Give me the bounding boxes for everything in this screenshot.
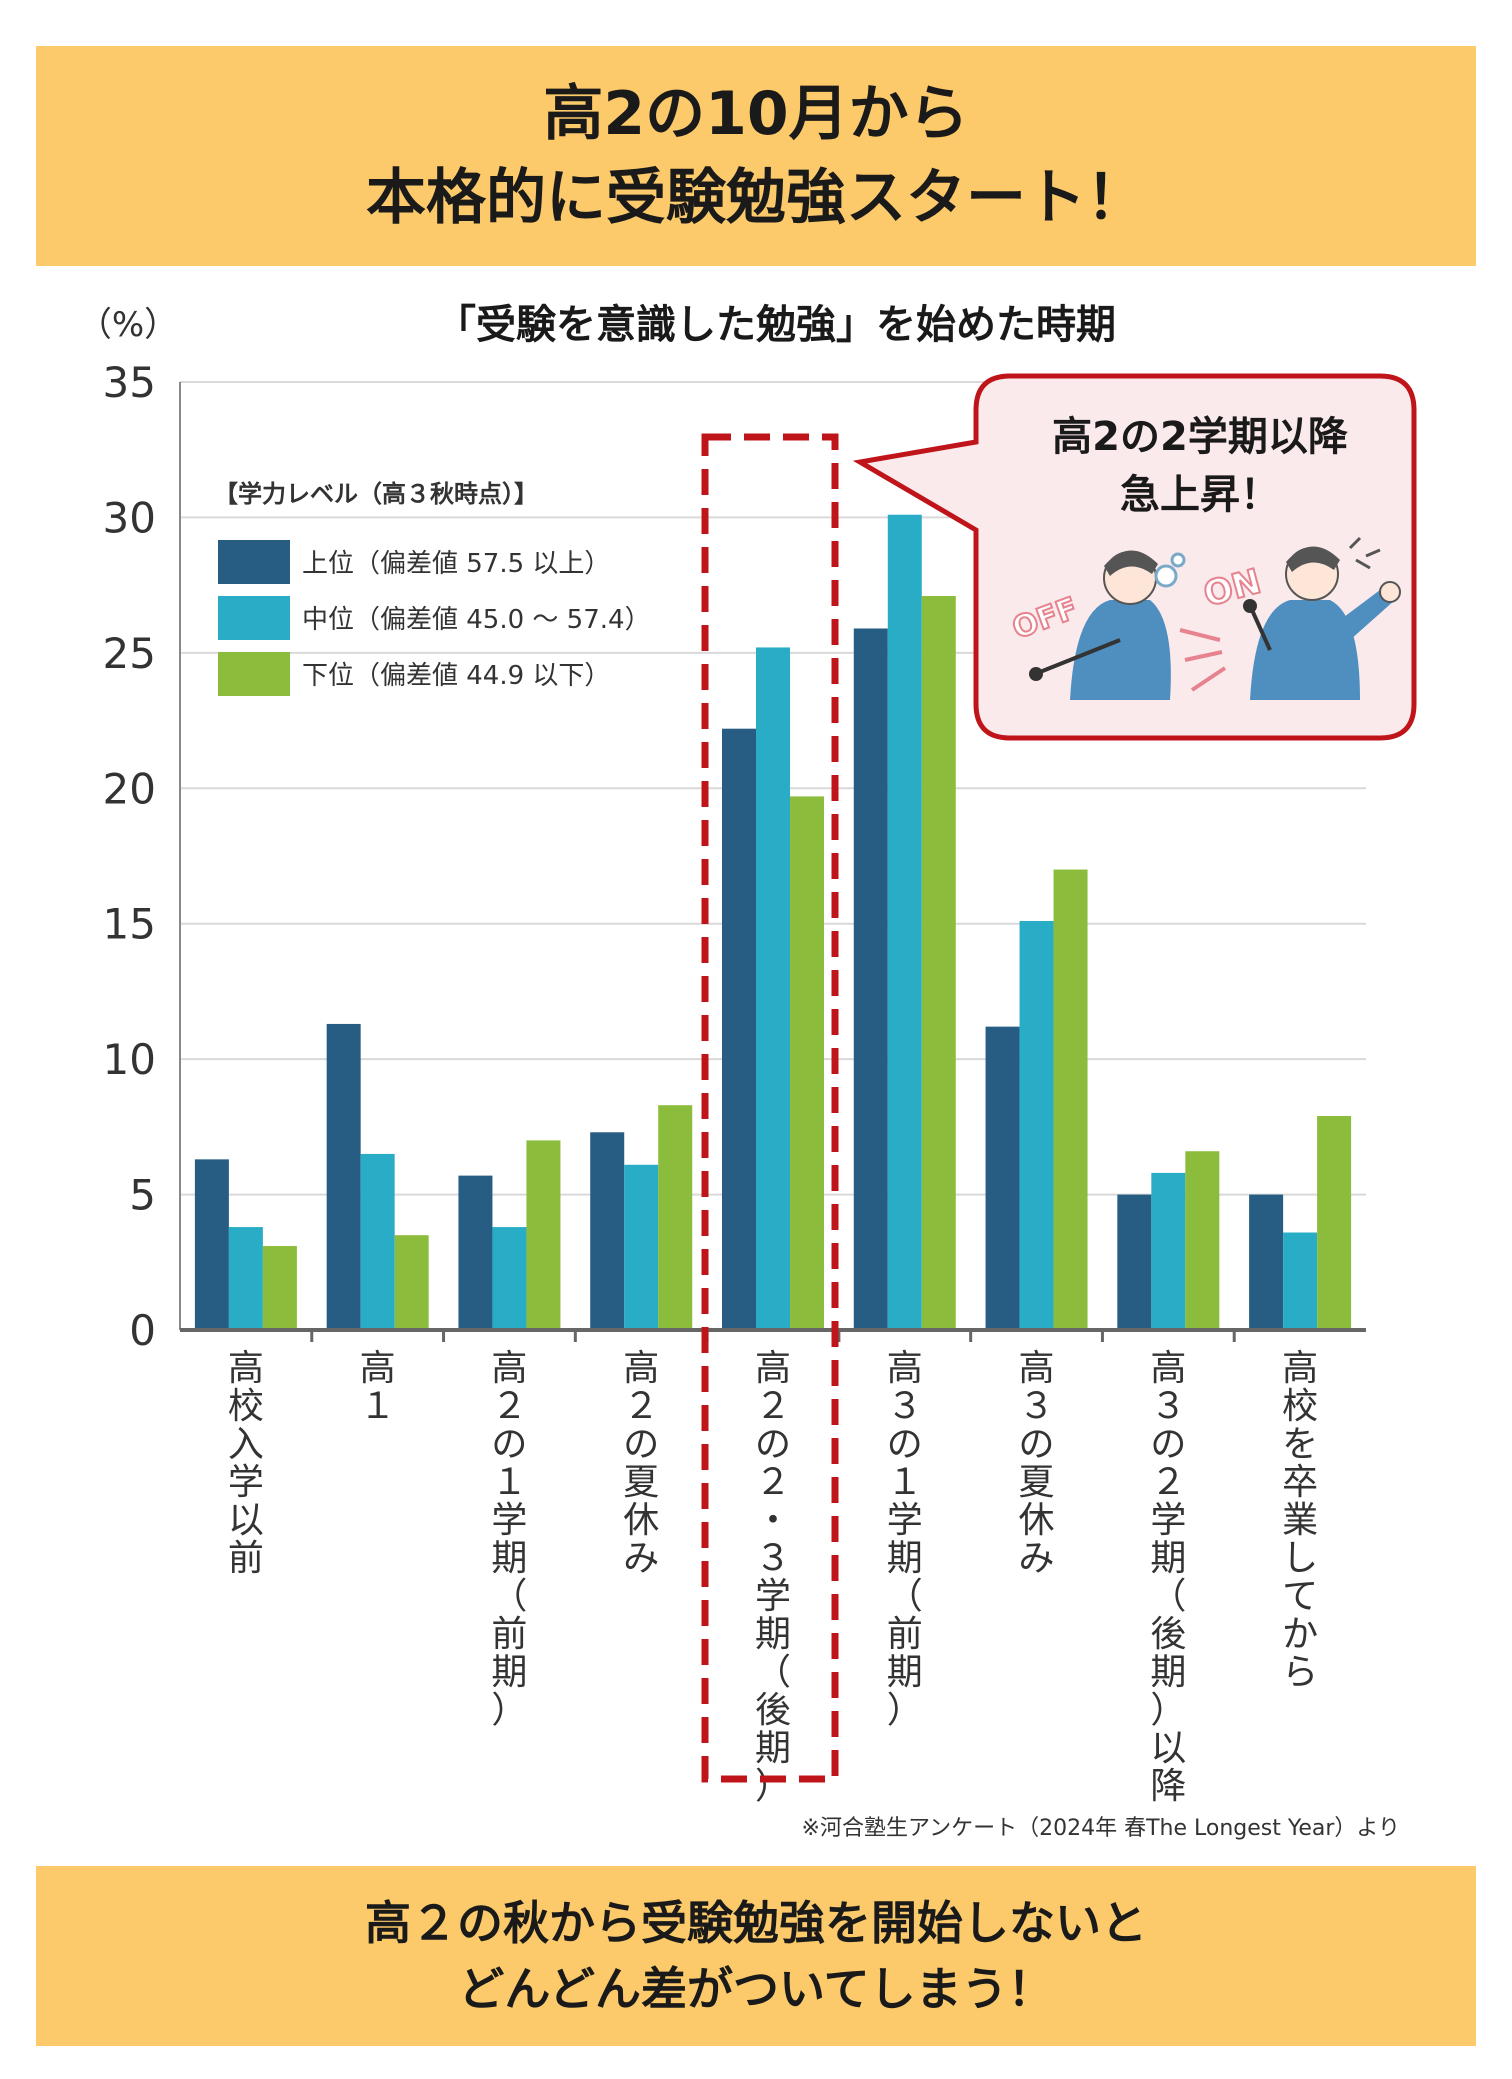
bar bbox=[1117, 1194, 1152, 1330]
callout-line-2: 急上昇！ bbox=[1120, 472, 1280, 518]
bar bbox=[722, 728, 756, 1330]
y-tick-label: 5 bbox=[129, 1171, 156, 1220]
y-tick-label: 20 bbox=[103, 764, 156, 813]
bar bbox=[360, 1153, 395, 1330]
bar bbox=[590, 1132, 625, 1330]
bar-chart: 「受験を意識した勉強」を始めた時期 （%） 0 5 10 15 20 25 30 35 高校入… bbox=[78, 302, 1417, 1807]
legend-label-lower: 下位（偏差値 44.9 以下） bbox=[302, 661, 610, 691]
y-tick-label: 30 bbox=[103, 493, 156, 542]
y-tick-label: 0 bbox=[129, 1306, 156, 1355]
chart-title: 「受験を意識した勉強」を始めた時期 bbox=[436, 302, 1116, 348]
on-person-illustration: ON bbox=[1179, 536, 1401, 700]
bar bbox=[262, 1246, 297, 1330]
legend-label-upper: 上位（偏差値 57.5 以上） bbox=[302, 549, 610, 579]
bar bbox=[756, 647, 790, 1330]
bar bbox=[526, 1140, 561, 1330]
bar bbox=[1249, 1194, 1284, 1330]
legend-label-middle: 中位（偏差値 45.0 〜 57.4） bbox=[302, 605, 651, 635]
x-tick-label: 高２の２・３学期（後期） bbox=[755, 1348, 791, 1807]
bar bbox=[1283, 1232, 1318, 1330]
bar bbox=[194, 1159, 229, 1330]
x-tick-label: 高２の１学期（前期） bbox=[491, 1348, 527, 1731]
bars bbox=[194, 514, 1352, 1330]
header-line-1: 高2の10月から bbox=[543, 79, 969, 149]
y-axis-unit: （%） bbox=[78, 305, 178, 345]
source-note: ※河合塾生アンケート（2024年 春The Longest Year）より bbox=[801, 1816, 1400, 1841]
bar bbox=[853, 628, 888, 1330]
x-tick-label: 高校入学以前 bbox=[228, 1348, 264, 1579]
x-tick-label: 高１ bbox=[360, 1348, 396, 1427]
bar bbox=[887, 514, 922, 1330]
bar bbox=[1151, 1172, 1186, 1330]
footer-line-2: どんどん差がついてしまう！ bbox=[458, 1962, 1054, 2016]
header-line-2: 本格的に受験勉強スタート！ bbox=[366, 163, 1146, 233]
x-tick-label: 高３の夏休み bbox=[1019, 1348, 1055, 1579]
callout-bubble: OFF ON bbox=[852, 373, 1417, 741]
bar bbox=[1019, 921, 1054, 1330]
bar bbox=[985, 1026, 1020, 1330]
bar bbox=[790, 796, 824, 1330]
bar bbox=[1185, 1151, 1220, 1330]
y-tick-label: 35 bbox=[103, 358, 156, 407]
y-tick-label: 25 bbox=[103, 629, 156, 678]
y-tick-label: 15 bbox=[103, 900, 156, 949]
bar bbox=[326, 1023, 361, 1330]
bar bbox=[492, 1227, 527, 1330]
x-tick-label: 高３の２学期（後期）以降 bbox=[1150, 1348, 1186, 1807]
axes: 0 5 10 15 20 25 30 35 bbox=[103, 358, 1366, 1355]
x-tick-labels: 高校入学以前 高１ 高２の１学期（前期） 高２の夏休み 高２の２・３学期（後期） 高３の１… bbox=[228, 1348, 1318, 1807]
bar bbox=[228, 1227, 263, 1330]
legend-swatch-upper bbox=[218, 540, 290, 584]
bar bbox=[1053, 869, 1088, 1330]
bar bbox=[394, 1235, 429, 1330]
bar bbox=[921, 595, 956, 1330]
header-banner: 高2の10月から 本格的に受験勉強スタート！ bbox=[36, 46, 1476, 266]
bar bbox=[658, 1105, 693, 1330]
x-tick-label: 高校を卒業してから bbox=[1282, 1348, 1318, 1693]
x-tick-label: 高３の１学期（前期） bbox=[887, 1348, 923, 1731]
highlight-box bbox=[701, 433, 839, 1783]
x-tick-label: 高２の夏休み bbox=[623, 1348, 659, 1579]
bar bbox=[1317, 1116, 1352, 1330]
legend-title: 【学力レベル（高３秋時点）】 bbox=[214, 480, 538, 508]
legend: 【学力レベル（高３秋時点）】 上位（偏差値 57.5 以上） 中位（偏差値 45… bbox=[214, 480, 651, 696]
bar bbox=[458, 1175, 493, 1330]
footer-banner: 高２の秋から受験勉強を開始しないと どんどん差がついてしまう！ bbox=[36, 1866, 1476, 2046]
callout-line-1: 高2の2学期以降 bbox=[1052, 414, 1348, 460]
bar bbox=[624, 1164, 659, 1330]
legend-swatch-middle bbox=[218, 596, 290, 640]
footer-line-1: 高２の秋から受験勉強を開始しないと bbox=[365, 1896, 1147, 1950]
legend-swatch-lower bbox=[218, 652, 290, 696]
y-tick-label: 10 bbox=[103, 1035, 156, 1084]
